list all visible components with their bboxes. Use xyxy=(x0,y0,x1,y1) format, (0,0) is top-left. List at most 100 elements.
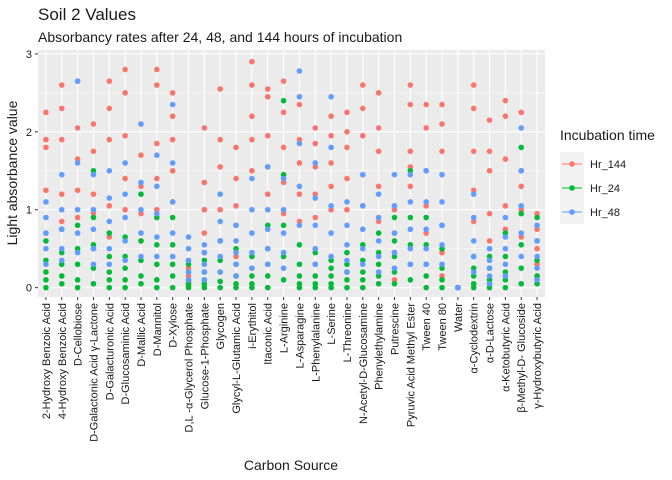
point xyxy=(106,245,113,252)
point xyxy=(296,261,303,268)
point xyxy=(90,167,97,174)
x-tick-label: N-Acetyl-D-Glucosamine xyxy=(358,303,370,424)
point xyxy=(470,280,477,287)
point xyxy=(264,206,271,213)
point xyxy=(201,261,208,268)
point xyxy=(344,261,350,268)
point xyxy=(106,261,113,268)
point xyxy=(312,160,319,166)
point xyxy=(201,125,208,131)
point xyxy=(249,167,255,174)
point xyxy=(407,214,414,221)
point xyxy=(359,105,366,112)
point xyxy=(296,68,303,74)
point xyxy=(217,136,224,143)
point xyxy=(407,171,414,178)
point xyxy=(439,199,445,205)
point xyxy=(423,214,429,221)
point xyxy=(264,245,271,252)
point xyxy=(106,284,113,291)
point xyxy=(375,253,382,260)
point xyxy=(74,160,81,166)
point xyxy=(391,230,398,236)
x-axis-title: Carbon Source xyxy=(244,457,338,473)
point xyxy=(486,284,493,291)
point xyxy=(375,183,382,190)
point xyxy=(296,160,303,166)
point xyxy=(58,226,65,233)
point xyxy=(312,245,319,252)
point xyxy=(502,97,509,104)
point xyxy=(470,214,477,221)
point xyxy=(375,191,382,197)
point xyxy=(470,238,477,244)
point xyxy=(169,273,176,279)
point xyxy=(233,175,239,182)
point xyxy=(328,257,334,264)
point xyxy=(328,284,334,291)
point xyxy=(312,164,319,170)
point xyxy=(122,257,128,264)
x-tick-label: Water xyxy=(453,303,465,332)
point xyxy=(534,257,540,264)
point xyxy=(359,284,366,291)
point xyxy=(486,277,493,283)
x-tick-label: 2-Hydroxy Benzoic Acid xyxy=(41,303,53,419)
point xyxy=(58,191,65,197)
point xyxy=(138,253,144,260)
point xyxy=(502,156,509,162)
point xyxy=(233,261,239,268)
point xyxy=(280,222,287,229)
point xyxy=(280,109,287,116)
point xyxy=(169,90,176,96)
point xyxy=(344,257,350,264)
point xyxy=(217,253,224,260)
point xyxy=(122,265,128,271)
point xyxy=(375,261,382,268)
point xyxy=(518,234,525,240)
point xyxy=(344,222,350,229)
point xyxy=(518,265,525,271)
x-tick-label: β-Methyl-D- Glucoside xyxy=(516,303,528,413)
point xyxy=(502,214,509,221)
point xyxy=(486,210,493,217)
point xyxy=(90,206,97,213)
point xyxy=(74,261,81,268)
point xyxy=(280,175,287,182)
point xyxy=(154,152,160,158)
point xyxy=(312,214,319,221)
x-tick-label: i-Erythitol xyxy=(247,303,259,349)
point xyxy=(217,278,224,285)
point xyxy=(43,269,49,275)
point xyxy=(122,284,128,291)
point xyxy=(185,273,192,279)
x-tick-label: L-Arginine xyxy=(279,303,291,353)
point xyxy=(344,241,350,248)
y-tick-label: 0 xyxy=(26,283,32,295)
point xyxy=(296,140,303,147)
point xyxy=(58,171,65,178)
point xyxy=(74,214,81,221)
point xyxy=(169,101,176,108)
point xyxy=(185,269,192,275)
point xyxy=(43,257,49,264)
point xyxy=(280,230,287,236)
point xyxy=(359,226,366,233)
point xyxy=(439,171,445,178)
point xyxy=(439,148,445,155)
point xyxy=(296,273,303,279)
point xyxy=(280,97,287,104)
point xyxy=(264,226,271,233)
point xyxy=(122,206,128,213)
point xyxy=(249,136,255,143)
point xyxy=(264,222,271,229)
point xyxy=(312,140,319,147)
point xyxy=(439,273,445,279)
x-tick-label: Tween 40 xyxy=(421,303,433,351)
point xyxy=(138,230,144,236)
point xyxy=(43,214,49,221)
point xyxy=(154,82,160,88)
point xyxy=(344,129,350,135)
point xyxy=(280,253,287,260)
point xyxy=(90,210,97,217)
